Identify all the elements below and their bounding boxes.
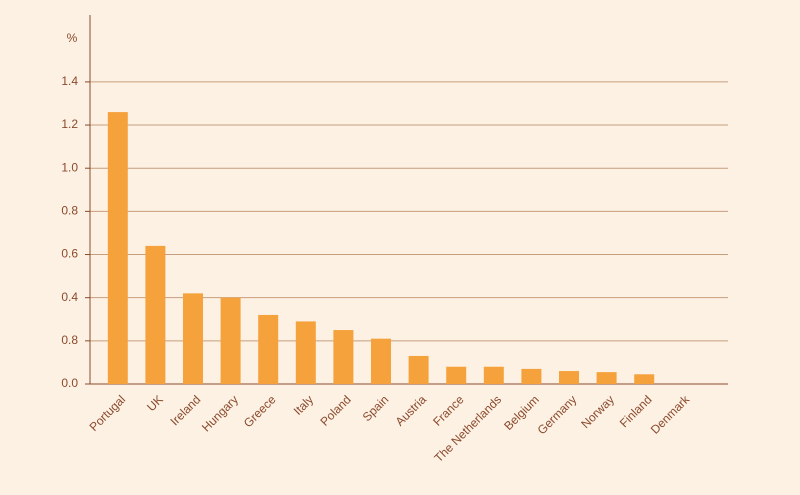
bar (559, 371, 579, 384)
y-tick-label: 0.0 (61, 376, 78, 390)
bar (521, 368, 542, 384)
bar (408, 355, 429, 384)
y-tick-label: 0.4 (61, 290, 78, 304)
bar (145, 245, 166, 384)
y-tick-label: 0.8 (61, 333, 78, 347)
bar (596, 372, 617, 384)
bar (183, 293, 203, 384)
bar (446, 366, 467, 384)
y-tick-label: 0.6 (61, 247, 78, 261)
bar (634, 374, 655, 384)
bar (333, 330, 354, 384)
bar (258, 314, 279, 384)
y-tick-label: 1.4 (61, 74, 78, 88)
y-tick-label: 0.8 (61, 204, 78, 218)
bar (295, 321, 316, 384)
y-tick-label: 1.0 (61, 160, 78, 174)
bar (107, 112, 128, 385)
bar (220, 297, 241, 384)
y-axis-label: % (67, 31, 78, 45)
bar (371, 338, 391, 384)
bar (483, 366, 504, 384)
y-tick-label: 1.2 (61, 117, 78, 131)
